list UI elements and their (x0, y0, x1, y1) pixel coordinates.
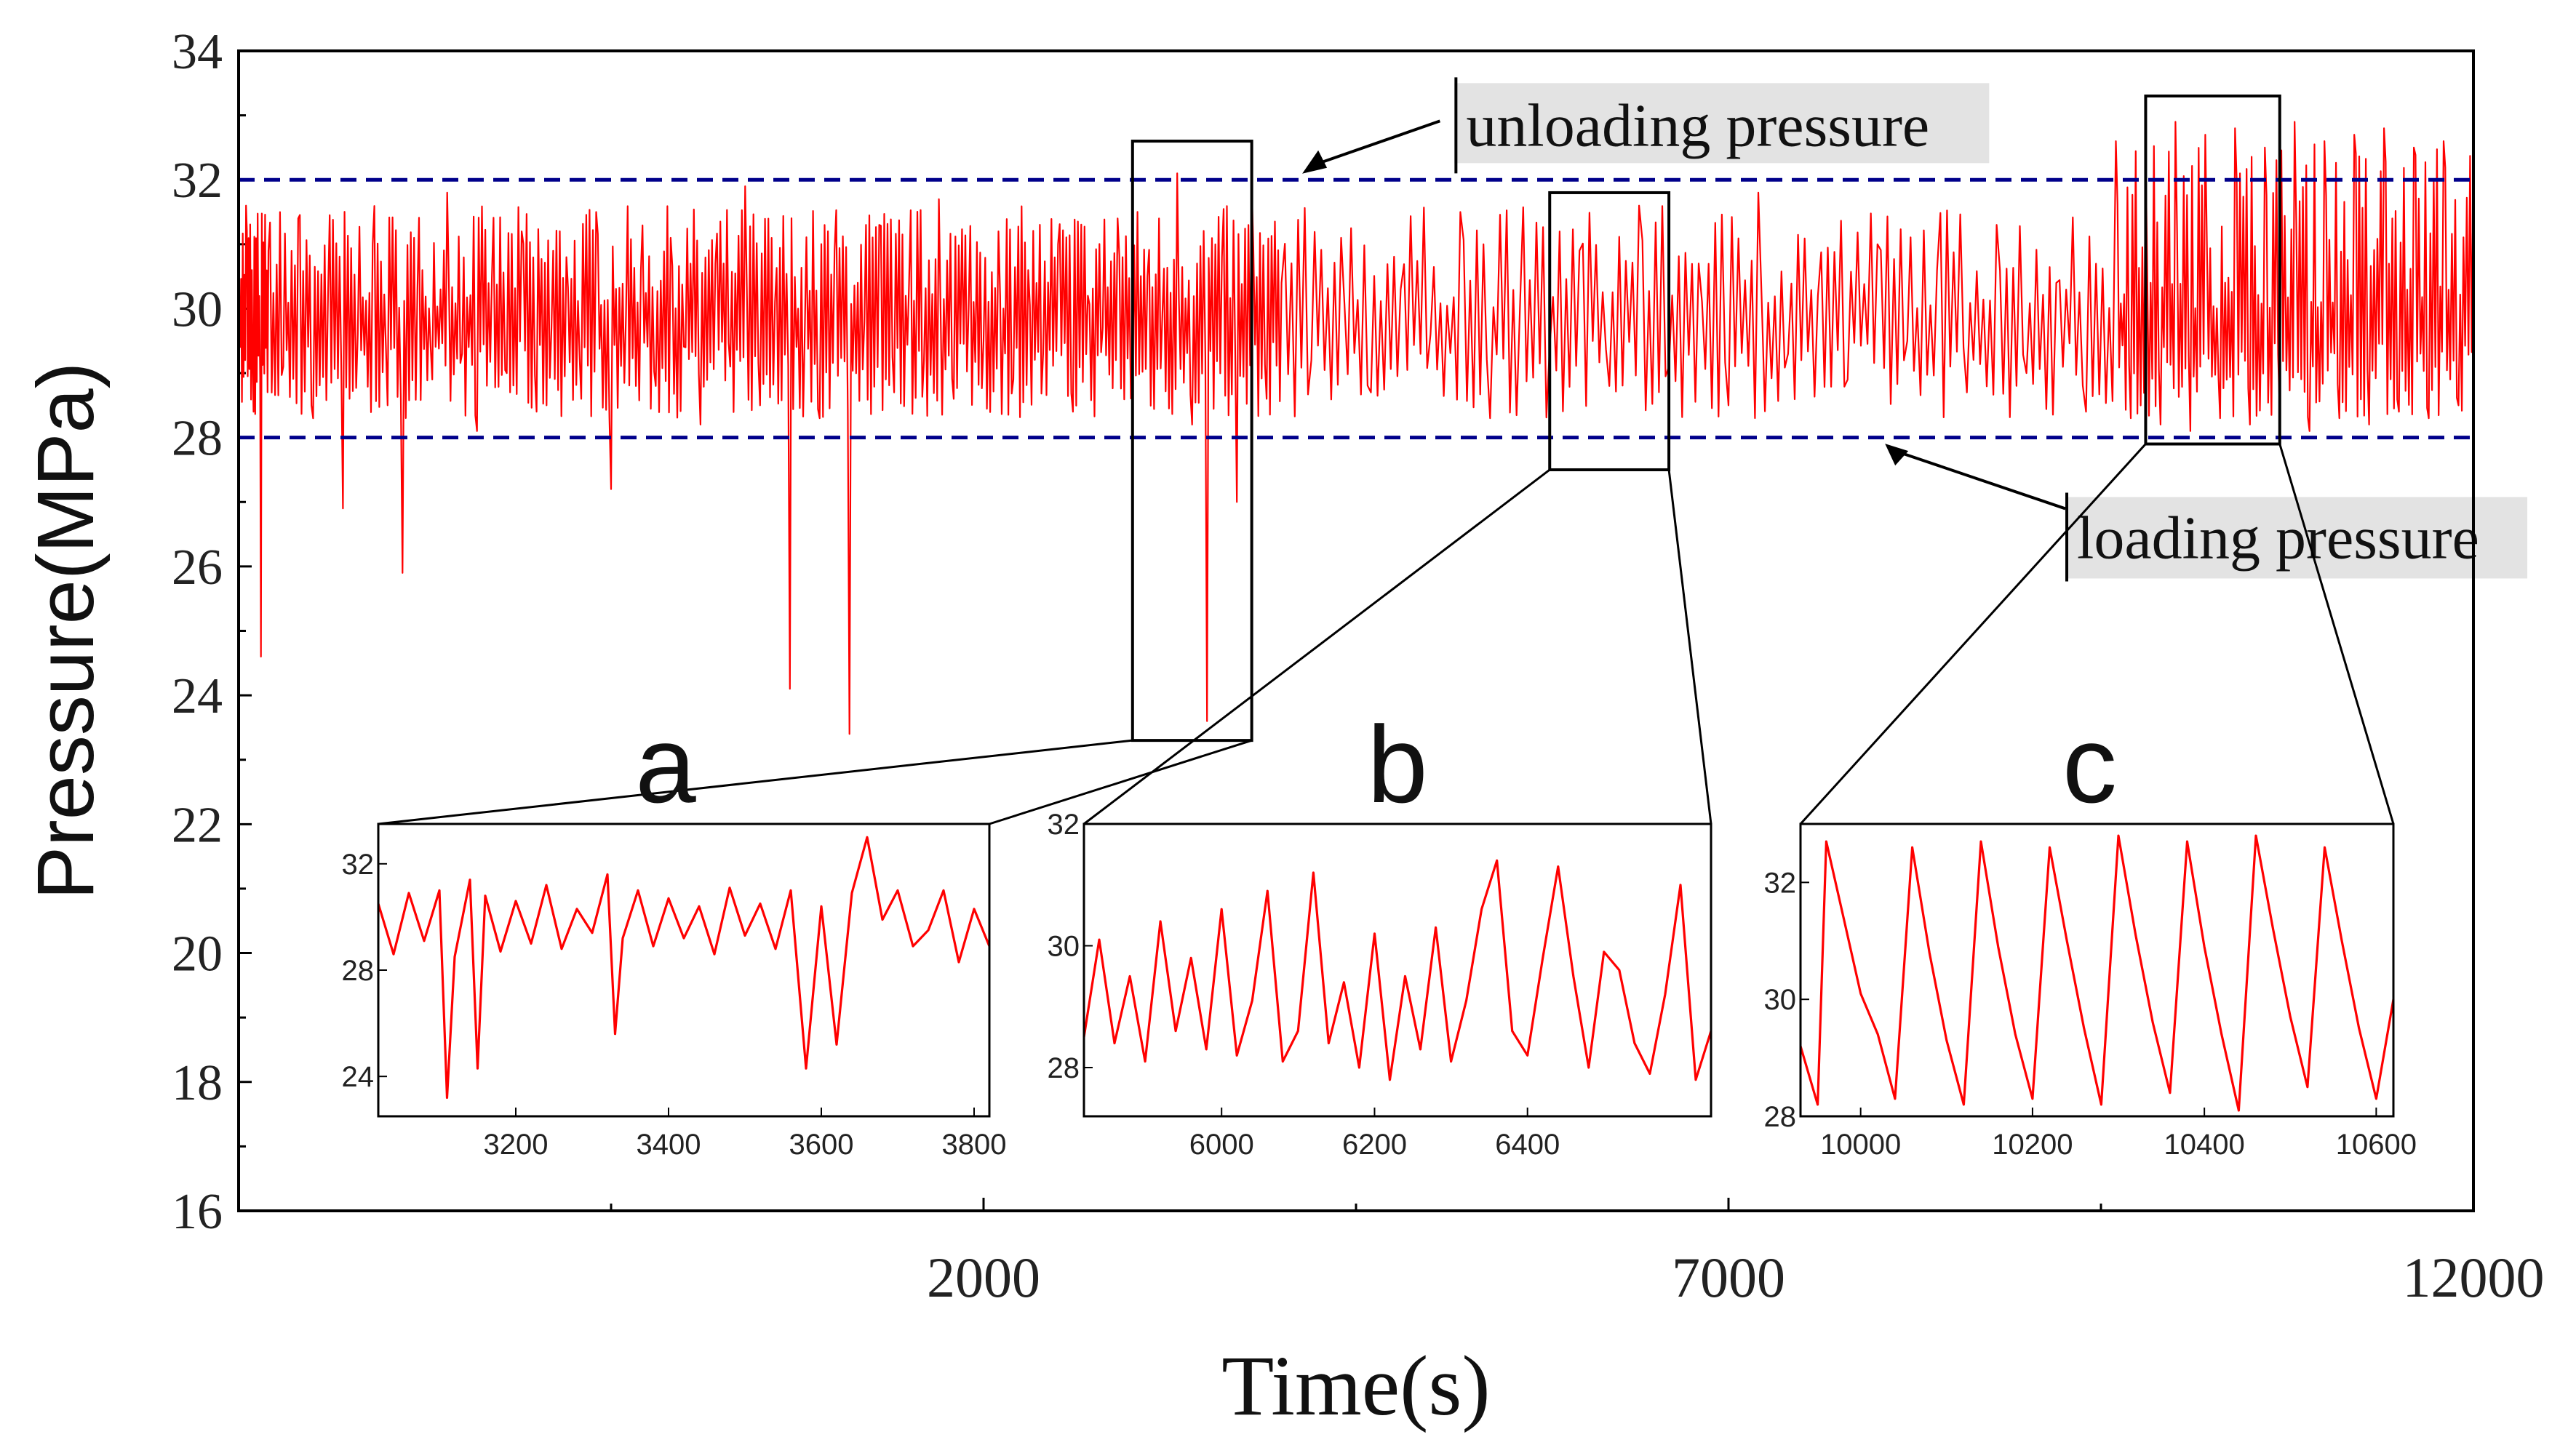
unloading-arrow (1317, 119, 1441, 165)
y-tick-label: 16 (172, 1184, 223, 1240)
plot-frame (237, 49, 2475, 1212)
inset-y-tick-label: 24 (342, 1061, 375, 1093)
x-tick-label: 7000 (1672, 1246, 1785, 1309)
inset-y-tick-label: 28 (1764, 1101, 1797, 1133)
inset-x-tick-label: 10400 (2164, 1129, 2245, 1161)
inset-frame (377, 822, 991, 1118)
inset-x-tick-label: 3800 (942, 1129, 1007, 1161)
inset-x-tick-label: 6400 (1495, 1129, 1560, 1161)
x-tick-label: 2000 (927, 1246, 1040, 1309)
inset-y-tick-label: 32 (342, 849, 375, 881)
inset-pressure-line (377, 836, 991, 1099)
pressure-line (237, 121, 2475, 735)
y-tick-label: 20 (172, 926, 223, 982)
inset-b: 28 30 32 6000 6200 6400 (1048, 809, 1712, 1161)
x-tick-label: 12000 (2403, 1246, 2545, 1309)
y-tick-label: 30 (172, 281, 223, 337)
loading-arrow (1894, 449, 2066, 511)
zoom-label-a: a (635, 703, 696, 825)
inset-x-tick-label: 10000 (1820, 1129, 1901, 1161)
zoom-box-b (1548, 191, 1671, 471)
inset-a: 24 28 32 3200 3400 3600 3800 (342, 822, 1007, 1161)
zoom-connector (1083, 468, 1551, 825)
inset-x-tick-label: 10200 (1992, 1129, 2073, 1161)
inset-x-tick-label: 6000 (1189, 1129, 1254, 1161)
y-tick-label: 28 (172, 411, 223, 467)
inset-pressure-line (1082, 859, 1712, 1081)
y-tick-label: 32 (172, 153, 223, 209)
zoom-label-c: c (2062, 703, 2117, 825)
zoom-connector (989, 739, 1253, 825)
x-axis-title: Time(s) (1221, 1338, 1490, 1433)
inset-x-tick-label: 3200 (484, 1129, 549, 1161)
y-tick-label: 18 (172, 1055, 223, 1111)
inset-y-tick-label: 32 (1048, 809, 1080, 841)
zoom-label-b: b (1367, 703, 1427, 825)
inset-x-tick-label: 3400 (637, 1129, 701, 1161)
inset-frame (1799, 822, 2395, 1118)
inset-x-tick-label: 3600 (789, 1129, 854, 1161)
inset-y-tick-label: 28 (1048, 1052, 1080, 1084)
y-tick-label: 26 (172, 540, 223, 596)
unloading-arrowhead (1302, 150, 1328, 174)
zoom-connector (1667, 469, 1712, 825)
loading-arrowhead (1885, 444, 1909, 466)
zoom-connector (2278, 444, 2395, 825)
inset-c: 28 30 32 10000 10200 10400 10600 (1764, 822, 2417, 1161)
inset-background (1084, 824, 1711, 1116)
loading-label-bg (2065, 497, 2528, 579)
inset-background (1801, 824, 2393, 1116)
zoom-box-c (2144, 95, 2281, 446)
inset-x-tick-label: 6200 (1342, 1129, 1407, 1161)
zoom-connector (1799, 443, 2147, 825)
inset-y-tick-label: 28 (342, 955, 375, 987)
zoom-connector (378, 739, 1133, 825)
unloading-pressure-label: unloading pressure (1466, 92, 1929, 159)
inset-y-tick-label: 32 (1764, 867, 1797, 899)
loading-pressure-label: loading pressure (2077, 504, 2479, 572)
inset-background (378, 824, 989, 1116)
inset-frame (1082, 822, 1712, 1118)
unloading-label-bg (1454, 83, 1990, 164)
y-tick-label: 24 (172, 668, 223, 724)
main-plot: 16 18 20 22 24 26 28 30 32 34 2000 7000 12000 Time(s)… (21, 24, 2545, 1433)
inset-y-tick-label: 30 (1048, 931, 1080, 963)
inset-x-tick-label: 10600 (2336, 1129, 2417, 1161)
y-axis-title: Pressure(MPa) (21, 362, 111, 900)
inset-y-tick-label: 30 (1764, 984, 1797, 1016)
y-tick-label: 34 (172, 24, 223, 80)
y-tick-label: 22 (172, 797, 223, 853)
insets: a b c 24 28 32 3200 3400 3600 3800 28 30 32 6000 6200 6… (342, 95, 2417, 1161)
inset-pressure-line (1799, 834, 2395, 1112)
